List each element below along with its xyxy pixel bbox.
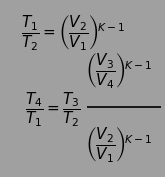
Text: $\dfrac{T_4}{T_1} = \dfrac{T_3}{T_2}$: $\dfrac{T_4}{T_1} = \dfrac{T_3}{T_2}$ [25, 90, 81, 129]
Text: $\dfrac{T_1}{T_2} = \left(\dfrac{V_2}{V_1}\right)^{\!K-1}$: $\dfrac{T_1}{T_2} = \left(\dfrac{V_2}{V_… [21, 13, 125, 52]
Text: $\left(\dfrac{V_3}{V_4}\right)^{\!K-1}$: $\left(\dfrac{V_3}{V_4}\right)^{\!K-1}$ [85, 52, 152, 90]
Text: $\left(\dfrac{V_2}{V_1}\right)^{\!K-1}$: $\left(\dfrac{V_2}{V_1}\right)^{\!K-1}$ [85, 125, 152, 164]
